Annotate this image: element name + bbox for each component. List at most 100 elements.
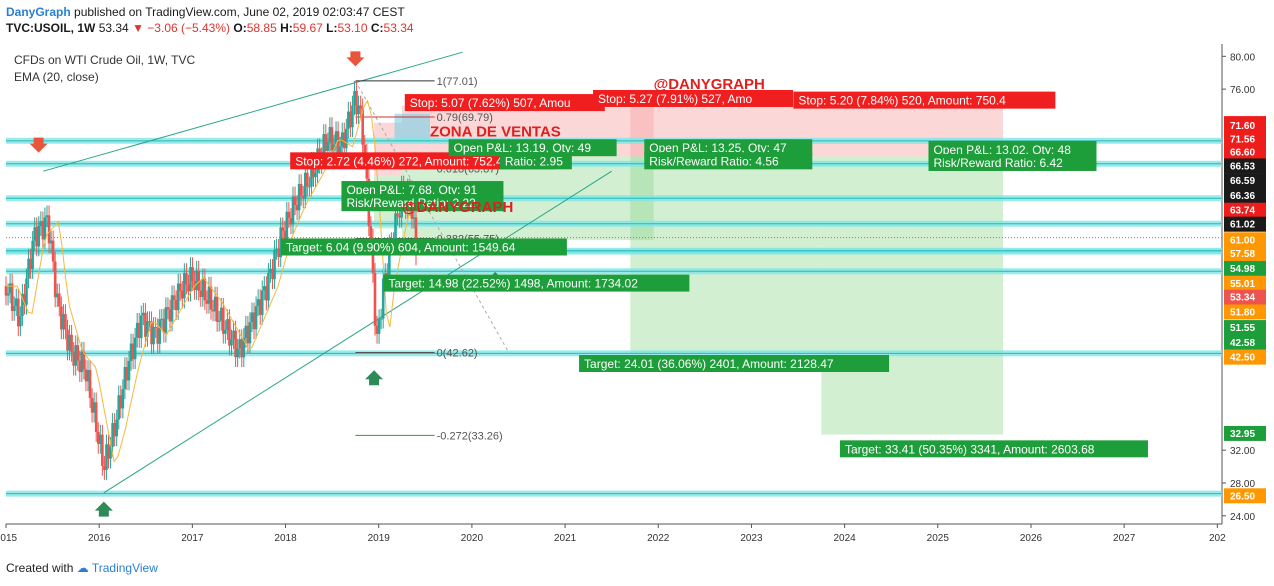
candle-body	[379, 318, 383, 320]
candle-body	[19, 316, 22, 327]
candle-body	[336, 131, 340, 156]
candle-body	[373, 272, 377, 326]
candle-body	[119, 395, 123, 409]
candle-body	[344, 128, 348, 149]
close-label: C:	[370, 21, 384, 35]
candle-body	[115, 419, 118, 437]
candle-body	[412, 217, 416, 219]
tradingview-brand[interactable]: TradingView	[91, 561, 158, 575]
pnl-label-3a: Open P&L: 13.02, Qty: 48	[928, 140, 1097, 158]
price-tag-6: 66.59	[1224, 173, 1266, 189]
candle-body	[25, 278, 28, 305]
candle-body	[299, 184, 303, 196]
sell-arrow-icon-2	[346, 51, 365, 67]
candle-body	[240, 339, 244, 358]
target-label-2-text: Target: 14.98 (22.52%) 1498, Amount: 173…	[388, 277, 638, 291]
candle-body	[107, 444, 110, 459]
candle-body	[388, 244, 391, 278]
candle-body	[187, 284, 190, 292]
price-tag-17: 42.58	[1224, 334, 1266, 350]
low-value: 53.10	[337, 21, 368, 35]
price-tag-text: 42.50	[1230, 353, 1255, 364]
candle-body	[57, 293, 61, 307]
target-label-3: Target: 24.01 (36.06%) 2401, Amount: 212…	[579, 355, 890, 372]
candle-body	[410, 205, 414, 219]
candle-body	[111, 423, 114, 447]
price-tag-bg	[1224, 334, 1266, 350]
candle-body	[8, 283, 12, 294]
candle-body	[338, 146, 342, 156]
candle-body	[29, 258, 32, 270]
pnl-label-1b-text: Ratio: 2.95	[505, 154, 563, 168]
footer: Created with ☁ TradingView	[6, 561, 158, 575]
author-link[interactable]: DanyGraph	[6, 5, 71, 19]
fib-label-1: 1(77.01)	[437, 76, 478, 88]
target-label-1-text: Target: 6.04 (9.90%) 604, Amount: 1549.6…	[286, 240, 516, 254]
pnl-label-2a: Open P&L: 13.25, Qty: 47	[644, 139, 813, 157]
target-label-4: Target: 33.41 (50.35%) 3341, Amount: 260…	[839, 440, 1148, 458]
price-tag-13: 55.01	[1224, 275, 1266, 291]
candle-body	[381, 278, 385, 319]
price-tag-bg	[1224, 232, 1266, 248]
x-tick-label-2016: 2016	[88, 533, 111, 544]
candle-body	[355, 90, 358, 115]
low-label: L:	[326, 21, 338, 35]
candle-body	[414, 217, 418, 256]
candle-body	[213, 296, 217, 312]
fib-dashed-line	[354, 80, 510, 354]
pnl-label-4a-text: Open P&L: 7.68, Qty: 91	[346, 183, 477, 197]
stop-label-3: Stop: 5.20 (7.84%) 520, Amount: 750.4	[793, 91, 1056, 109]
candle-body	[78, 360, 82, 373]
candle-body	[275, 248, 278, 251]
fib-label-2: 0.79(69.79)	[437, 112, 493, 124]
price-tag-text: 54.98	[1230, 264, 1255, 275]
candle-body	[287, 211, 291, 218]
candle-body	[146, 321, 149, 337]
candle-body	[154, 326, 157, 329]
candle-body	[86, 370, 90, 382]
candle-body	[189, 267, 192, 292]
candle-body	[125, 367, 129, 381]
candle-body	[260, 290, 264, 315]
candle-body	[221, 307, 225, 334]
candle-body	[199, 290, 203, 297]
candle-body	[314, 173, 317, 178]
price-tag-10: 61.00	[1224, 232, 1266, 248]
price-tag-bg	[1224, 261, 1266, 276]
candle-body	[295, 205, 299, 211]
target-label-2: Target: 14.98 (22.52%) 1498, Amount: 173…	[383, 274, 690, 292]
candle-body	[306, 172, 309, 187]
candle-body	[53, 261, 57, 298]
pnl-label-1b-bg	[499, 152, 572, 170]
pnl-label-2b: Risk/Reward Ratio: 4.56	[644, 152, 813, 170]
price-tag-text: 63.74	[1230, 206, 1255, 217]
price-tag-text: 53.34	[1230, 293, 1255, 304]
candle-body	[90, 398, 94, 413]
y-tick-label-24.00: 24.00	[1230, 512, 1255, 523]
stop-label-1-bg	[404, 94, 605, 112]
y-tick-label-76.00: 76.00	[1230, 85, 1255, 96]
buy-arrow-icon-1	[94, 501, 113, 517]
target-label-2-bg	[383, 274, 690, 292]
pnl-label-4b: Risk/Reward Ratio: 2.22	[341, 194, 504, 212]
target-label-3-bg	[579, 355, 890, 372]
candle-body	[322, 134, 326, 158]
candle-body	[64, 314, 67, 330]
candle-body	[334, 131, 338, 145]
candle-body	[324, 134, 328, 151]
candle-body	[363, 144, 367, 154]
price-tag-9: 61.02	[1224, 216, 1266, 232]
candle-body	[258, 299, 262, 315]
candle-body	[332, 144, 336, 151]
candle-body	[244, 325, 248, 339]
candle-body	[121, 389, 125, 409]
candle-body	[88, 370, 92, 399]
open-label: O:	[233, 21, 247, 35]
x-tick-label-2022: 2022	[647, 533, 670, 544]
price-tag-bg	[1224, 158, 1266, 174]
candle-body	[207, 286, 211, 304]
candle-body	[172, 295, 176, 301]
pnl-label-1a: Open P&L: 13.19, Qty: 49	[448, 139, 617, 157]
candle-body	[209, 286, 213, 310]
